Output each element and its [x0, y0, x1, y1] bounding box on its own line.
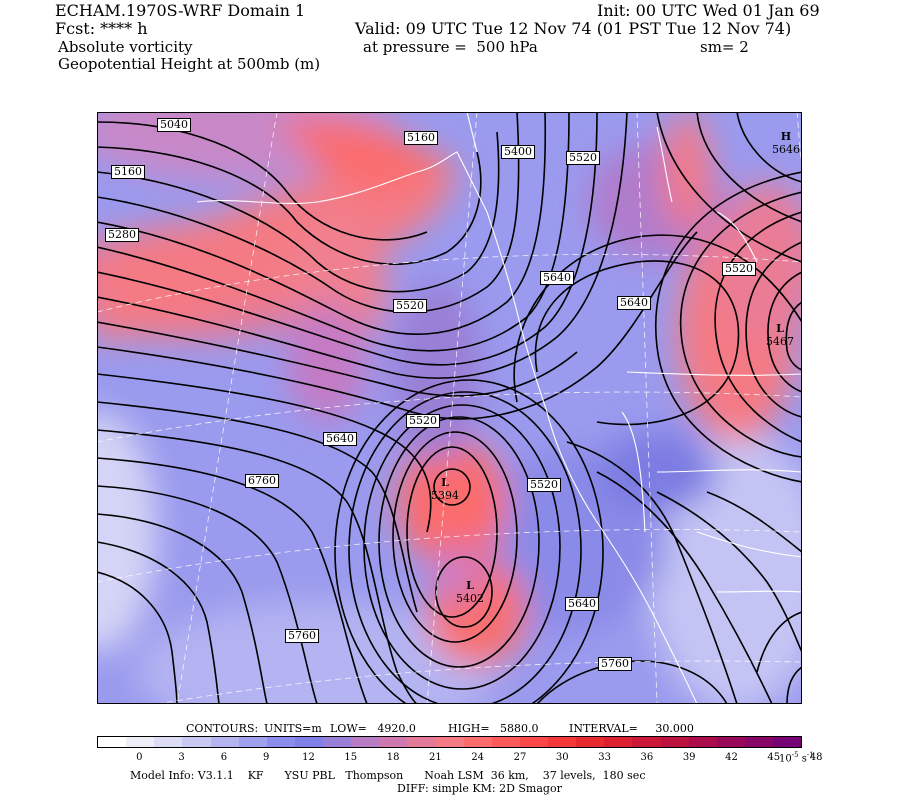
lat-lon-grid [97, 112, 802, 704]
map-canvas [97, 112, 802, 704]
high-center: H 5646 [772, 130, 800, 156]
field-vorticity: Absolute vorticity [58, 38, 193, 56]
colorbar-swatch [491, 737, 520, 747]
vorticity-map: 5040 5160 5400 5520 5160 5280 5640 5520 5520 5640… [97, 112, 802, 704]
colorbar-swatch [126, 737, 155, 747]
colorbar-swatch [182, 737, 211, 747]
pressure-level: at pressure = 500 hPa [363, 38, 538, 56]
height-contours [97, 112, 802, 704]
contour-label: 5760 [285, 629, 319, 643]
center-symbol: H [780, 130, 792, 143]
forecast-hour: Fcst: **** h [55, 19, 148, 38]
colorbar-tick: 30 [555, 752, 569, 763]
colorbar-tick: 48 [809, 752, 823, 763]
center-symbol: L [441, 476, 449, 489]
colorbar-tick: 6 [220, 752, 228, 763]
contour-label: 5160 [404, 131, 438, 145]
colorbar-swatch [576, 737, 605, 747]
colorbar-swatch [294, 737, 323, 747]
contour-label: 5640 [565, 597, 599, 611]
colorbar-swatch [351, 737, 380, 747]
center-value: 5394 [431, 489, 459, 502]
low-center: L 5394 [431, 476, 459, 502]
colorbar-swatch [660, 737, 689, 747]
low-center: L 5402 [456, 579, 484, 605]
colorbar-tick: 33 [598, 752, 611, 763]
valid-time: Valid: 09 UTC Tue 12 Nov 74 (01 PST Tue … [355, 19, 792, 38]
contour-label: 5520 [393, 299, 427, 313]
contour-label: 5040 [157, 118, 191, 132]
colorbar-tick: 27 [513, 752, 527, 763]
colorbar-tick: 0 [136, 752, 143, 763]
contour-label: 5760 [598, 657, 632, 671]
colorbar-swatch [548, 737, 577, 747]
colorbar-swatch [632, 737, 661, 747]
center-value: 5402 [456, 592, 484, 605]
colorbar-swatch [154, 737, 183, 747]
center-value: 5467 [766, 335, 794, 348]
contour-label: 5520 [722, 262, 756, 276]
model-info: Model Info: V3.1.1 KF YSU PBL Thompson N… [130, 769, 646, 782]
smoothing: sm= 2 [700, 38, 749, 56]
colorbar-swatch [238, 737, 267, 747]
colorbar-tick: 21 [429, 752, 442, 763]
colorbar-swatch [98, 737, 127, 747]
init-time: Init: 00 UTC Wed 01 Jan 69 [597, 1, 820, 20]
colorbar-swatch [435, 737, 464, 747]
colorbar-tick: 24 [471, 752, 485, 763]
contour-label: 5520 [527, 478, 561, 492]
field-geopotential: Geopotential Height at 500mb (m) [58, 55, 321, 73]
center-value: 5646 [772, 143, 800, 156]
colorbar-swatch [688, 737, 717, 747]
contours-label: CONTOURS: [186, 722, 259, 735]
colorbar-tick: 3 [178, 752, 185, 763]
colorbar-tick: 18 [386, 752, 400, 763]
colorbar-swatch [210, 737, 239, 747]
map-frame [97, 112, 802, 704]
colorbar-swatch [773, 737, 802, 747]
colorbar-swatch [379, 737, 408, 747]
colorbar-swatch [323, 737, 352, 747]
contours-units: UNITS=m [264, 722, 322, 735]
low-center: L 5467 [766, 322, 794, 348]
contours-interval: INTERVAL= 30.000 [569, 722, 694, 735]
colorbar-tick: 12 [302, 752, 315, 763]
contour-label: 5400 [501, 145, 535, 159]
contour-label: 5280 [105, 228, 139, 242]
colorbar-tick: 15 [344, 752, 358, 763]
vorticity-shading [97, 112, 802, 704]
contour-label: 5640 [323, 432, 357, 446]
center-symbol: L [776, 322, 784, 335]
model-title: ECHAM.1970S-WRF Domain 1 [55, 1, 306, 20]
coastlines [196, 112, 802, 704]
colorbar-tick: 9 [263, 752, 270, 763]
colorbar-swatch [463, 737, 492, 747]
diff-info: DIFF: simple KM: 2D Smagor [397, 782, 562, 795]
colorbar-swatch [407, 737, 436, 747]
center-symbol: L [466, 579, 474, 592]
contours-low: LOW= 4920.0 [330, 722, 416, 735]
colorbar-unit: 10-5 s-1 [779, 751, 814, 765]
colorbar-swatch [744, 737, 773, 747]
colorbar-tick: 39 [682, 752, 696, 763]
colorbar [97, 736, 802, 748]
colorbar-tick: 45 [767, 752, 781, 763]
colorbar-tick: 36 [640, 752, 654, 763]
contour-label: 5160 [111, 165, 145, 179]
colorbar-swatch [604, 737, 633, 747]
contours-high: HIGH= 5880.0 [448, 722, 539, 735]
contour-label: 5520 [406, 414, 440, 428]
colorbar-tick: 42 [725, 752, 738, 763]
contour-label: 5640 [617, 296, 651, 310]
contour-label: 5520 [566, 151, 600, 165]
colorbar-swatch [716, 737, 745, 747]
colorbar-swatch [519, 737, 548, 747]
colorbar-swatch [266, 737, 295, 747]
contour-label: 5640 [540, 271, 574, 285]
contour-label: 6760 [245, 474, 279, 488]
